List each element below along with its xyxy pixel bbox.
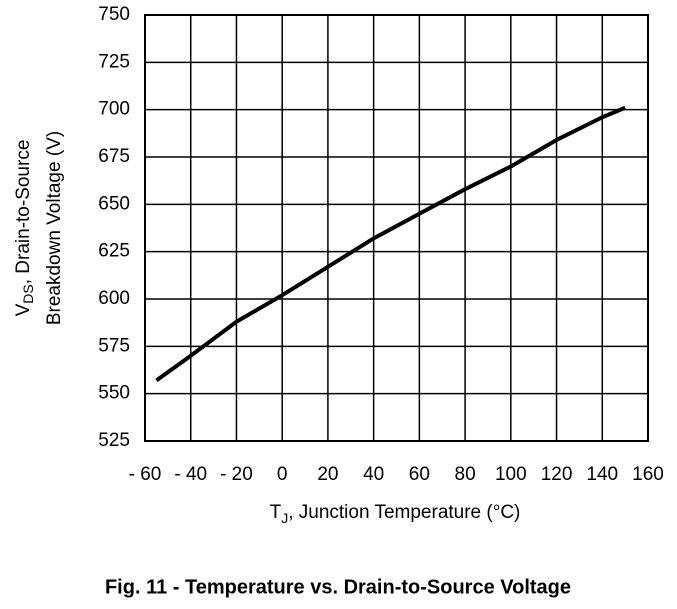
x-tick-label: 20	[317, 464, 338, 485]
y-label-main: V	[13, 303, 34, 316]
x-label-sub: J	[281, 510, 288, 526]
y-label-sub: DS	[20, 284, 36, 303]
x-axis-label: TJ, Junction Temperature (°C)	[270, 502, 521, 526]
y-tick-label: 525	[98, 430, 130, 451]
y-tick-label: 650	[98, 193, 130, 214]
x-tick-label: 100	[495, 464, 527, 485]
y-tick-label: 600	[98, 288, 130, 309]
y-tick-label: 750	[98, 4, 130, 25]
data-line	[155, 105, 626, 383]
x-tick-label: - 40	[174, 464, 207, 485]
y-tick-label: 675	[98, 146, 130, 167]
y-label-rest: , Drain-to-Source	[13, 140, 34, 285]
x-tick-label: 60	[409, 464, 430, 485]
caption: Fig. 11 - Temperature vs. Drain-to-Sourc…	[105, 576, 571, 598]
y-tick-label: 575	[98, 335, 130, 356]
y-tick-label: 725	[98, 51, 130, 72]
x-tick-label: - 60	[129, 464, 162, 485]
y-tick-label: 700	[98, 99, 130, 120]
x-tick-label: 160	[632, 464, 664, 485]
y-tick-label: 550	[98, 383, 130, 404]
x-label-main: T	[270, 502, 282, 523]
y-tick-label: 625	[98, 241, 130, 262]
x-tick-label: 40	[363, 464, 384, 485]
x-tick-label: 120	[541, 464, 573, 485]
plot-frame	[144, 14, 649, 442]
x-tick-label: 80	[455, 464, 476, 485]
y-axis-label: VDS, Drain-to-Source	[13, 140, 36, 317]
x-tick-label: - 20	[220, 464, 253, 485]
x-tick-label: 0	[277, 464, 288, 485]
x-label-rest: , Junction Temperature (°C)	[288, 502, 520, 523]
y-axis-label-line2: Breakdown Voltage (V)	[44, 131, 65, 325]
x-tick-label: 140	[586, 464, 618, 485]
